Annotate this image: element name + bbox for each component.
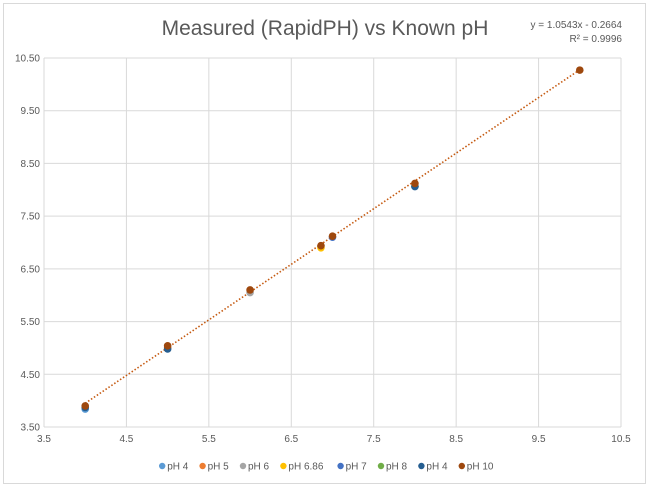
x-tick-label: 10.5: [611, 434, 631, 445]
legend-label: pH 4: [426, 462, 448, 473]
trendline-r-squared: R² = 0.9996: [569, 34, 622, 45]
x-tick-label: 3.5: [37, 434, 51, 445]
y-tick-label: 3.50: [21, 423, 41, 434]
data-point: [81, 402, 90, 410]
legend-marker: [337, 462, 344, 470]
legend-label: pH 4: [167, 462, 189, 473]
trendline-label: y = 1.0543x - 0.2664 R² = 0.9996: [531, 19, 622, 47]
y-tick-label: 10.50: [15, 54, 40, 65]
y-tick-label: 9.50: [21, 106, 41, 117]
legend-label: pH 10: [467, 462, 494, 473]
legend-label: pH 5: [208, 462, 230, 473]
data-point: [411, 179, 419, 188]
x-tick-label: 5.5: [202, 434, 216, 445]
legend-marker: [377, 462, 385, 470]
x-tick-label: 9.5: [532, 434, 546, 445]
data-point: [328, 232, 337, 240]
legend-label: pH 8: [386, 462, 408, 473]
x-tick-label: 8.5: [449, 434, 463, 445]
legend-label: pH 6: [248, 462, 270, 473]
y-tick-label: 5.50: [21, 317, 41, 328]
y-tick-label: 7.50: [21, 212, 41, 223]
x-tick-label: 6.5: [284, 434, 298, 445]
legend-marker: [199, 462, 206, 470]
data-point: [317, 241, 325, 250]
x-tick-label: 7.5: [367, 434, 381, 445]
chart-title: Measured (RapidPH) vs Known pH: [161, 17, 489, 40]
legend-marker: [458, 462, 465, 470]
data-point: [246, 286, 254, 294]
legend-marker: [418, 462, 425, 470]
data-point: [575, 66, 584, 74]
x-tick-label: 4.5: [119, 434, 133, 445]
legend-marker: [280, 462, 287, 470]
y-tick-label: 8.50: [21, 159, 41, 170]
y-tick-label: 4.50: [21, 370, 41, 381]
y-tick-label: 6.50: [21, 264, 41, 275]
trendline-equation: y = 1.0543x - 0.2664: [530, 20, 622, 31]
legend-label: pH 6.86: [288, 462, 323, 473]
legend-marker: [159, 462, 166, 470]
legend-label: pH 7: [346, 462, 368, 473]
data-point: [163, 342, 172, 350]
chart-area: [3, 3, 646, 484]
legend-marker: [239, 462, 247, 470]
